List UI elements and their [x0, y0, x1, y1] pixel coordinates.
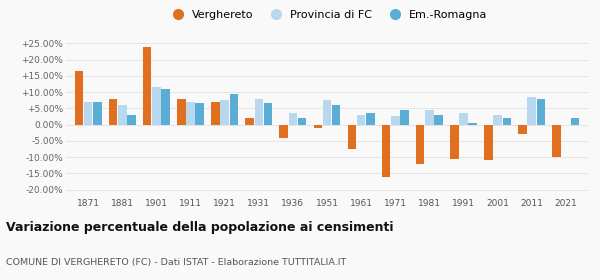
Bar: [527, 97, 536, 125]
Legend: Verghereto, Provincia di FC, Em.-Romagna: Verghereto, Provincia di FC, Em.-Romagna: [162, 6, 492, 25]
Text: Variazione percentuale della popolazione ai censimenti: Variazione percentuale della popolazione…: [6, 221, 394, 234]
Bar: [571, 118, 580, 125]
Bar: [220, 100, 229, 125]
Bar: [298, 118, 307, 125]
Bar: [400, 110, 409, 125]
Bar: [211, 102, 220, 125]
Bar: [93, 102, 101, 125]
Bar: [382, 125, 390, 176]
Bar: [177, 99, 185, 125]
Bar: [518, 125, 527, 134]
Bar: [196, 103, 204, 125]
Bar: [416, 125, 424, 164]
Bar: [186, 102, 195, 125]
Bar: [553, 125, 561, 157]
Text: COMUNE DI VERGHERETO (FC) - Dati ISTAT - Elaborazione TUTTITALIA.IT: COMUNE DI VERGHERETO (FC) - Dati ISTAT -…: [6, 258, 346, 267]
Bar: [425, 110, 434, 125]
Bar: [469, 123, 477, 125]
Bar: [391, 116, 400, 125]
Bar: [434, 115, 443, 125]
Bar: [484, 125, 493, 160]
Bar: [109, 99, 118, 125]
Bar: [161, 89, 170, 125]
Bar: [230, 94, 238, 125]
Bar: [314, 125, 322, 128]
Bar: [245, 118, 254, 125]
Bar: [152, 87, 161, 125]
Bar: [84, 102, 92, 125]
Bar: [357, 115, 365, 125]
Bar: [503, 118, 511, 125]
Bar: [459, 113, 468, 125]
Bar: [493, 115, 502, 125]
Bar: [280, 125, 288, 137]
Bar: [118, 105, 127, 125]
Bar: [127, 115, 136, 125]
Bar: [74, 71, 83, 125]
Bar: [366, 113, 374, 125]
Bar: [332, 105, 340, 125]
Bar: [347, 125, 356, 149]
Bar: [254, 99, 263, 125]
Bar: [143, 46, 151, 125]
Bar: [450, 125, 458, 159]
Bar: [289, 113, 297, 125]
Bar: [264, 103, 272, 125]
Bar: [323, 100, 331, 125]
Bar: [536, 99, 545, 125]
